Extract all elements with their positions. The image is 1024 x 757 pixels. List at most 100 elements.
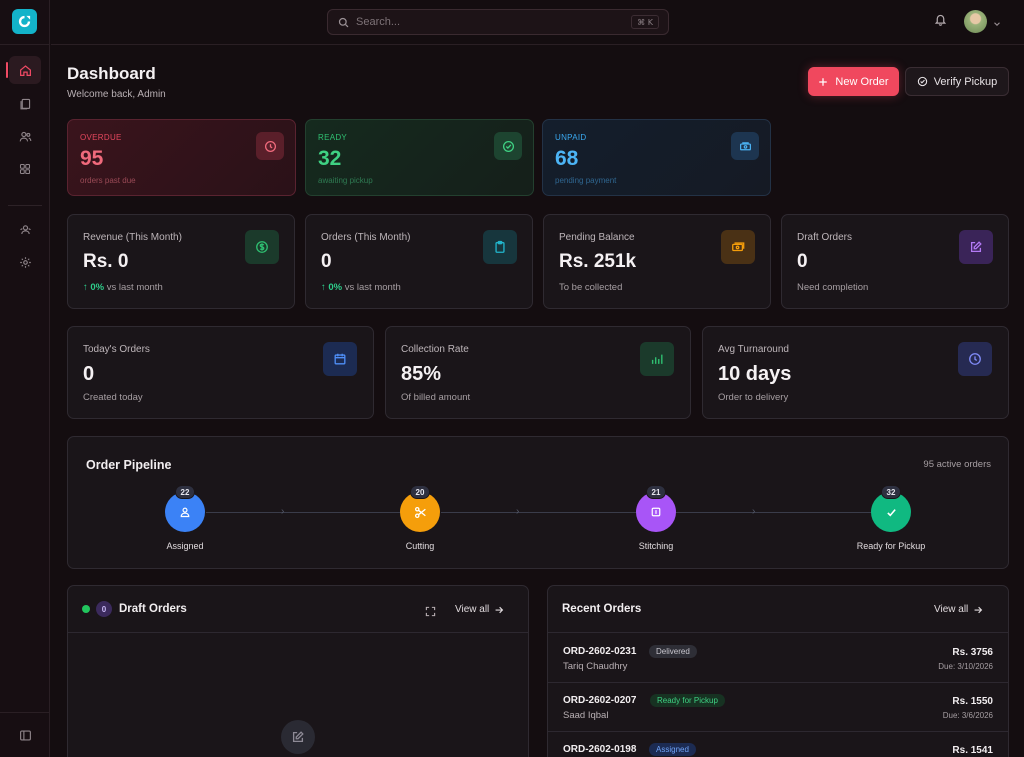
stage-label: Cutting (405, 541, 435, 551)
stage-cutting[interactable]: 20 (400, 485, 440, 532)
notifications-button[interactable] (934, 13, 947, 31)
collection-rate-card[interactable]: Collection Rate 85% Of billed amount (385, 326, 691, 419)
metric-value: 0 (83, 363, 95, 385)
recent-view-all-link[interactable]: View all (934, 604, 983, 615)
stat-label: Orders (This Month) (321, 232, 411, 243)
pending-balance-card[interactable]: Pending Balance Rs. 251k To be collected (543, 214, 771, 309)
page-title: Dashboard (67, 64, 156, 83)
sidebar-item-orders[interactable] (9, 89, 41, 117)
pipeline-connector (206, 512, 403, 513)
sidebar-item-settings[interactable] (9, 248, 41, 276)
order-due-date: Due: 3/10/2026 (938, 662, 993, 671)
active-indicator (6, 62, 8, 78)
metric-sub: Of billed amount (401, 392, 471, 403)
cash-icon (721, 230, 755, 264)
orders-month-card[interactable]: Orders (This Month) 0 ↑ 0% vs last month (305, 214, 533, 309)
order-pipeline-card: Order Pipeline 95 active orders › › › 22… (67, 436, 1009, 569)
stat-change: ↑ 0% vs last month (321, 282, 401, 293)
check-circle-icon (917, 76, 927, 87)
grid-icon (19, 163, 31, 175)
pipeline-title: Order Pipeline (86, 458, 172, 472)
alert-sub: pending payment (555, 176, 617, 185)
order-row[interactable]: ORD-2602-0207 Ready for Pickup Saad Iqba… (548, 683, 1008, 732)
metric-sub: Order to delivery (718, 392, 789, 403)
search-shortcut: ⌘ K (631, 15, 659, 29)
metric-value: 10 days (718, 363, 792, 385)
arrow-right-icon (974, 606, 983, 613)
panel-title: Recent Orders (562, 603, 642, 615)
order-row[interactable]: ORD-2602-0231 Delivered Tariq Chaudhry R… (548, 634, 1008, 683)
draft-orders-card[interactable]: Draft Orders 0 Need completion (781, 214, 1009, 309)
alert-sub: awaiting pickup (318, 176, 373, 185)
stage-ready-for-pickup[interactable]: 32 (871, 485, 911, 532)
user-icon (180, 507, 190, 518)
panel-header: Recent Orders View all (548, 586, 1008, 633)
revenue-card[interactable]: Revenue (This Month) Rs. 0 ↑ 0% vs last … (67, 214, 295, 309)
metric-label: Avg Turnaround (718, 344, 789, 355)
app-logo[interactable] (12, 9, 37, 34)
check-circle-icon (494, 132, 522, 160)
account-menu-button[interactable] (992, 16, 1002, 34)
pipeline-connector (676, 512, 873, 513)
status-badge: Delivered (649, 645, 697, 658)
new-order-button[interactable]: New Order (808, 67, 899, 96)
verify-pickup-button[interactable]: Verify Pickup (905, 67, 1009, 96)
order-id: ORD-2602-0207 (563, 695, 637, 706)
avatar[interactable] (964, 10, 987, 33)
stat-value: 0 (321, 251, 332, 272)
drafts-view-all-link[interactable]: View all (455, 604, 504, 615)
sidebar-item-apps[interactable] (9, 155, 41, 183)
view-all-label: View all (455, 604, 490, 615)
search-box[interactable]: ⌘ K (327, 9, 669, 35)
pipeline-active-count: 95 active orders (923, 459, 991, 470)
view-all-label: View all (934, 604, 969, 615)
order-row[interactable]: ORD-2602-0198 Assigned Rs. 1541 (548, 732, 1008, 757)
new-order-label: New Order (835, 75, 889, 88)
sidebar-item-customers[interactable] (9, 122, 41, 150)
stage-assigned[interactable]: 22 (165, 485, 205, 532)
sidebar-item-home[interactable] (9, 56, 41, 84)
order-id: ORD-2602-0231 (563, 646, 637, 657)
stage-count: 20 (410, 485, 430, 499)
home-icon (19, 64, 31, 76)
chevron-right-icon: › (281, 506, 285, 517)
stage-stitching[interactable]: 21 (636, 485, 676, 532)
alert-value: 32 (318, 147, 342, 170)
chevron-right-icon: › (752, 506, 756, 517)
stat-label: Draft Orders (797, 232, 853, 243)
sidebar-divider (0, 44, 50, 45)
overdue-card[interactable]: OVERDUE 95 orders past due (67, 119, 296, 196)
calendar-icon (323, 342, 357, 376)
stage-label: Stitching (638, 541, 674, 551)
order-amount: Rs. 1550 (952, 696, 993, 707)
team-icon (19, 224, 31, 234)
stage-label: Ready for Pickup (856, 541, 926, 551)
clipboard-icon (483, 230, 517, 264)
search-input[interactable] (356, 16, 616, 28)
stage-count: 32 (881, 485, 901, 499)
avg-turnaround-card[interactable]: Avg Turnaround 10 days Order to delivery (702, 326, 1009, 419)
stat-label: Revenue (This Month) (83, 232, 182, 243)
alert-label: UNPAID (555, 133, 587, 142)
sidebar-item-team[interactable] (9, 215, 41, 243)
unpaid-card[interactable]: UNPAID 68 pending payment (542, 119, 771, 196)
documents-icon (19, 98, 30, 109)
edit-icon (959, 230, 993, 264)
clock-icon (256, 132, 284, 160)
search-icon (338, 17, 349, 27)
users-icon (19, 131, 31, 141)
ready-card[interactable]: READY 32 awaiting pickup (305, 119, 534, 196)
metric-sub: Created today (83, 392, 143, 403)
todays-orders-card[interactable]: Today's Orders 0 Created today (67, 326, 374, 419)
status-badge: Assigned (649, 743, 696, 756)
sidebar-toggle-button[interactable] (9, 721, 41, 749)
sidebar-divider (0, 712, 50, 713)
metric-label: Today's Orders (83, 344, 150, 355)
dollar-icon (245, 230, 279, 264)
expand-icon (425, 606, 436, 617)
expand-button[interactable] (425, 604, 436, 622)
check-icon (886, 508, 896, 517)
stage-count: 21 (646, 485, 666, 499)
scissors-icon (414, 506, 426, 518)
plus-icon (819, 77, 828, 86)
